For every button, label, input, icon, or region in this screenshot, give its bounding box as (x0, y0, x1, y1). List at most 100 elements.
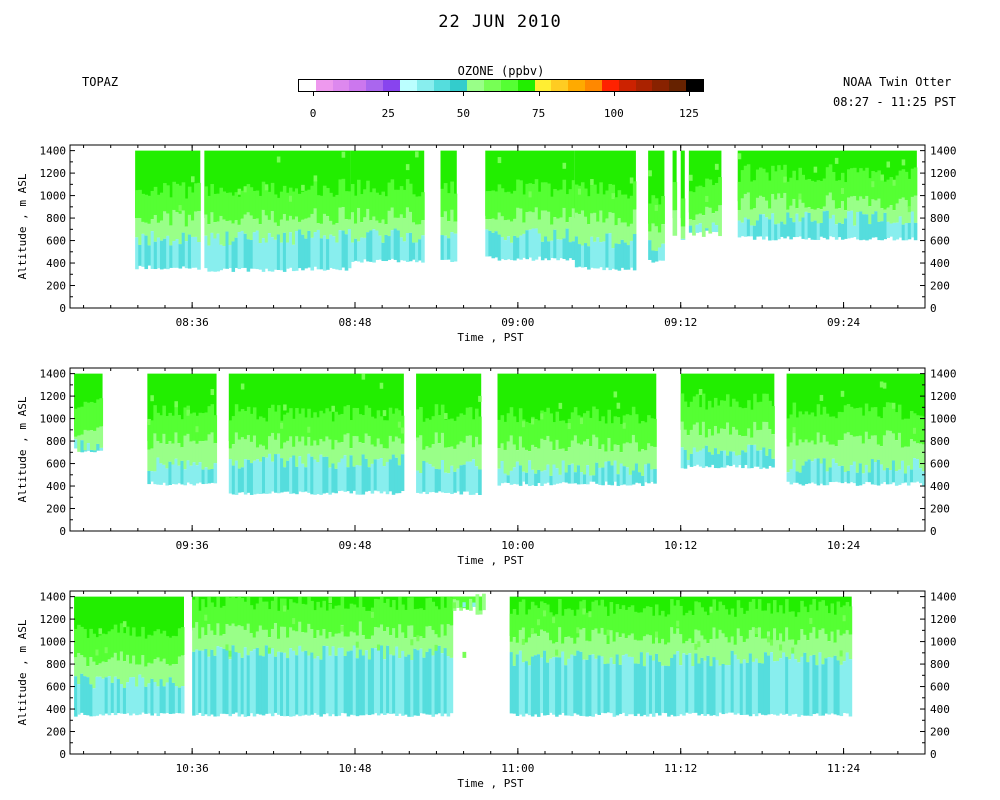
boundary-layer (724, 664, 729, 714)
mid-ozone-layer (271, 432, 275, 462)
streak (294, 188, 299, 217)
streak (422, 421, 426, 450)
mid-ozone-layer (576, 637, 580, 651)
streak (824, 605, 829, 634)
mid-ozone-layer (647, 443, 651, 464)
y-tick-label: 1400 (930, 145, 957, 158)
streak (387, 182, 392, 211)
boundary-layer (816, 458, 821, 486)
streak (207, 406, 212, 435)
mid-ozone-layer (528, 211, 533, 230)
y-tick-label: 0 (930, 525, 937, 538)
mid-ozone-layer (459, 441, 464, 466)
speckle (379, 382, 384, 389)
streak (704, 409, 709, 438)
speckle (882, 382, 887, 389)
mid-ozone-layer (518, 629, 523, 651)
boundary-layer (803, 652, 807, 716)
mid-ozone-layer (276, 225, 281, 235)
boundary-layer (785, 656, 789, 714)
speckle (694, 643, 698, 650)
boundary-layer (450, 232, 455, 263)
streak (601, 416, 605, 445)
mid-ozone-layer (343, 434, 348, 456)
streak (180, 419, 184, 448)
streak (828, 416, 833, 445)
mid-ozone-layer (715, 638, 720, 660)
streak (443, 183, 448, 212)
mid-ozone-layer (258, 444, 263, 462)
boundary-layer (222, 648, 226, 714)
y-tick-label: 800 (46, 658, 66, 671)
mid-ozone-layer (921, 444, 926, 472)
mid-ozone-layer (150, 663, 154, 679)
boundary-layer (383, 659, 387, 715)
boundary-layer (648, 240, 652, 260)
mid-ozone-layer (349, 448, 354, 456)
boundary-layer (558, 474, 563, 484)
boundary-layer (750, 444, 754, 469)
streak (698, 185, 703, 214)
boundary-layer (329, 234, 333, 268)
mid-ozone-layer (632, 209, 637, 235)
colorbar-swatch (551, 80, 569, 91)
boundary-layer (207, 469, 212, 484)
boundary-layer (210, 649, 214, 715)
streak (689, 401, 694, 430)
streak (648, 203, 652, 232)
boundary-layer (294, 230, 299, 271)
mid-ozone-layer (503, 220, 508, 241)
speckle (340, 625, 345, 632)
mid-ozone-layer (651, 643, 656, 661)
streak (243, 601, 248, 630)
boundary-layer (361, 454, 366, 495)
boundary-layer (83, 450, 88, 452)
mid-ozone-layer (503, 449, 508, 474)
boundary-layer (428, 464, 433, 493)
boundary-layer (453, 233, 458, 262)
streak (252, 190, 257, 220)
mid-ozone-layer (809, 632, 813, 656)
mid-ozone-layer (469, 598, 473, 611)
streak (800, 600, 804, 629)
mid-ozone-layer (849, 434, 854, 466)
boundary-layer (867, 472, 872, 483)
boundary-layer (806, 662, 810, 716)
mid-ozone-layer (611, 212, 616, 249)
mid-ozone-layer (509, 641, 514, 653)
streak (880, 180, 884, 209)
boundary-layer (898, 216, 903, 238)
mid-ozone-layer (468, 435, 473, 462)
streak (255, 419, 260, 448)
boundary-layer (800, 656, 804, 716)
mid-ozone-layer (488, 219, 492, 231)
streak (741, 408, 745, 437)
mid-ozone-layer (648, 635, 653, 656)
mid-ozone-layer (198, 440, 203, 463)
boundary-layer (310, 652, 314, 715)
speckle (150, 395, 154, 402)
streak (732, 398, 736, 427)
mid-ozone-layer (786, 446, 791, 473)
streak (724, 609, 729, 638)
streak (673, 605, 677, 634)
y-tick-label: 800 (46, 212, 66, 225)
streak (394, 408, 399, 437)
boundary-layer (400, 454, 405, 492)
mid-ozone-layer (688, 638, 692, 654)
streak (579, 416, 584, 445)
streak (839, 607, 844, 636)
speckle (382, 410, 387, 417)
mid-ozone-layer (382, 448, 387, 467)
streak (615, 604, 620, 633)
mid-ozone-layer (613, 444, 618, 461)
boundary-layer (291, 244, 296, 272)
boundary-layer (292, 455, 296, 494)
boundary-layer (201, 650, 205, 717)
colorbar-swatch (652, 80, 670, 91)
streak (210, 184, 214, 213)
streak (537, 191, 542, 220)
mid-ozone-layer (449, 625, 454, 658)
mid-ozone-layer (549, 441, 553, 476)
mid-ozone-layer (903, 446, 908, 474)
